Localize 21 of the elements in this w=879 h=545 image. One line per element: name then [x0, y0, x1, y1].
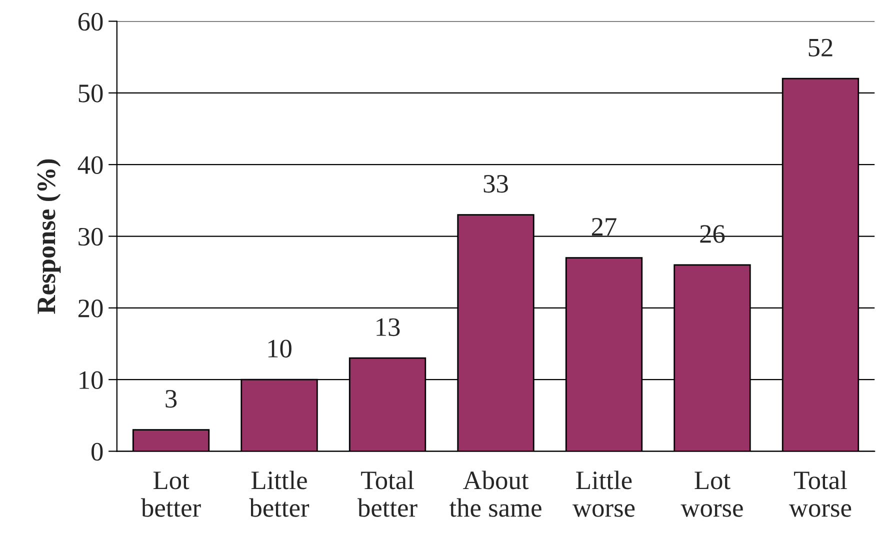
y-tick-label: 0 [92, 442, 103, 461]
x-tick-label: Little better [249, 470, 310, 517]
x-tick-label: About the same [449, 470, 542, 517]
x-tick-label: Total worse [788, 470, 852, 517]
y-tick-label: 30 [78, 228, 103, 246]
data-label: 10 [268, 340, 292, 358]
y-tick-label: 40 [78, 156, 103, 174]
y-tick-label: 10 [80, 371, 103, 390]
data-label: 3 [166, 390, 177, 408]
x-tick-label: Little worse [572, 470, 635, 517]
data-label: 33 [484, 174, 508, 193]
y-tick-label: 60 [78, 12, 103, 31]
x-tick-label: Lot better [140, 472, 201, 517]
x-tick-label: Total better [357, 470, 418, 517]
data-label: 27 [592, 218, 616, 236]
y-tick-label: 20 [78, 300, 103, 318]
data-label: 52 [808, 38, 832, 57]
y-axis-title: Response (%) [36, 159, 61, 314]
x-tick-label: Lot worse [680, 472, 743, 517]
data-label: 13 [376, 318, 400, 336]
y-tick-label: 50 [78, 84, 103, 102]
